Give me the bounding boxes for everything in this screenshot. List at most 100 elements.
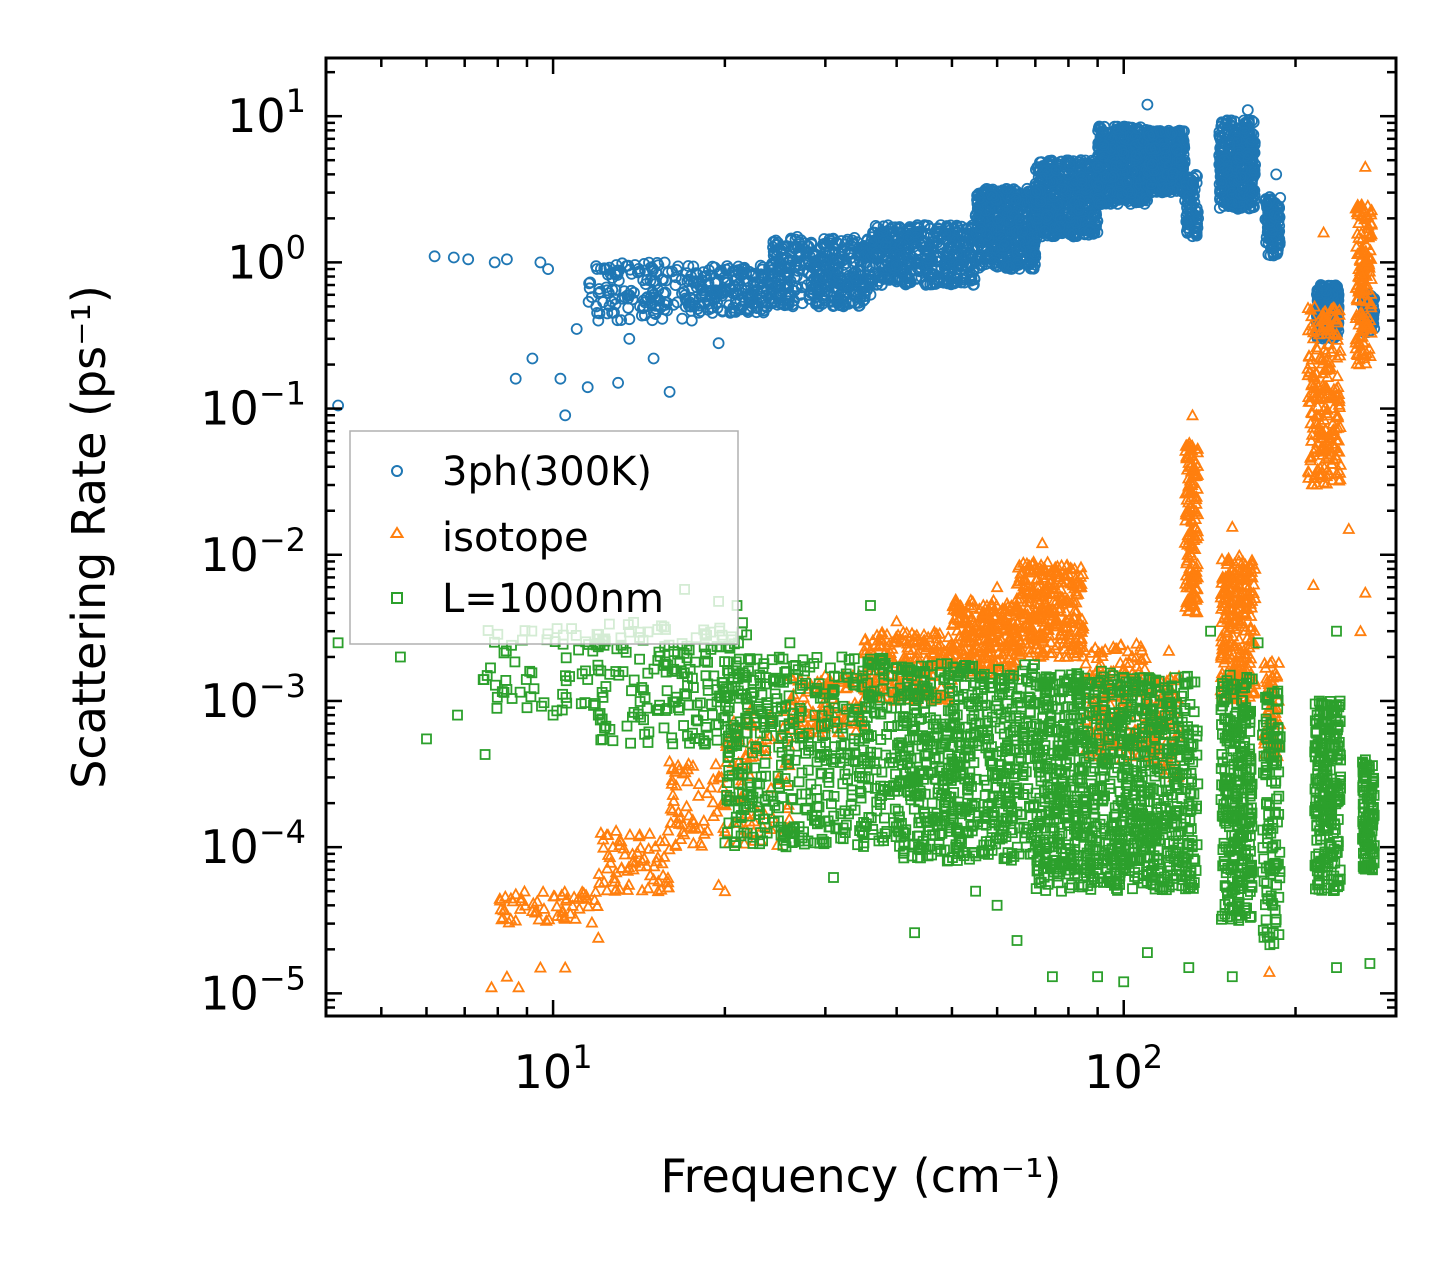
data-point [738, 261, 751, 274]
data-point [768, 245, 781, 258]
data-point [849, 272, 862, 285]
data-point [721, 273, 734, 286]
data-point [806, 280, 818, 293]
data-point [904, 276, 917, 289]
data-point [584, 276, 597, 289]
data-point [777, 251, 790, 264]
data-point [791, 230, 804, 243]
data-point [702, 279, 714, 292]
data-point [730, 287, 743, 300]
data-point [608, 306, 620, 319]
data-point [765, 278, 778, 291]
data-point [872, 250, 885, 263]
data-point [652, 259, 665, 272]
data-point [601, 307, 614, 320]
data-point [667, 298, 680, 311]
data-point [623, 313, 636, 326]
data-point [804, 260, 817, 273]
data-point [909, 258, 922, 271]
data-point [650, 303, 662, 315]
data-markers [332, 98, 1381, 993]
data-point [639, 264, 651, 277]
data-point [951, 273, 964, 286]
data-point [794, 246, 806, 259]
data-point [920, 278, 933, 291]
data-point [896, 241, 909, 254]
data-point [847, 289, 860, 302]
data-point [729, 305, 742, 318]
data-point [854, 286, 867, 299]
data-point [775, 264, 787, 277]
data-point [826, 281, 839, 294]
data-point [622, 292, 634, 305]
data-point [593, 307, 606, 320]
data-point [632, 262, 645, 275]
data-point [594, 285, 607, 298]
data-point [800, 247, 812, 260]
data-point [639, 278, 652, 291]
data-point [819, 253, 832, 266]
data-point [696, 281, 709, 294]
data-point [818, 271, 830, 284]
data-point [709, 287, 722, 299]
data-point [772, 287, 785, 300]
data-point [801, 266, 814, 279]
data-point [838, 298, 851, 311]
data-point [716, 289, 728, 302]
data-point [820, 269, 833, 282]
data-point [795, 234, 807, 247]
data-point [920, 240, 932, 253]
data-point [829, 243, 841, 256]
data-point [882, 257, 894, 270]
data-point [831, 292, 844, 305]
data-point [637, 302, 649, 315]
data-point [609, 284, 622, 296]
data-point [613, 264, 625, 277]
data-point [586, 291, 598, 304]
data-point [646, 262, 659, 275]
data-point [873, 275, 886, 287]
data-point [715, 264, 728, 277]
data-point [769, 234, 782, 247]
data-point [737, 266, 750, 279]
data-point [684, 300, 697, 313]
data-point [750, 301, 763, 314]
data-point [742, 304, 755, 317]
data-point [940, 220, 953, 232]
data-point [871, 278, 884, 291]
data-point [933, 275, 945, 288]
data-point [641, 291, 654, 304]
data-point [911, 256, 924, 269]
data-point [894, 238, 906, 251]
data-point [679, 292, 692, 305]
data-point [891, 222, 904, 235]
data-point [788, 285, 801, 297]
data-point [877, 220, 890, 233]
data-point [926, 269, 939, 282]
data-point [801, 240, 814, 253]
data-point [703, 264, 715, 277]
data-point [879, 240, 892, 253]
data-point [662, 266, 674, 279]
data-point [656, 312, 669, 325]
data-point [812, 259, 825, 272]
data-point [603, 287, 615, 300]
data-point [923, 266, 936, 279]
series-0 [332, 98, 1381, 422]
data-point [835, 235, 848, 247]
data-point [709, 293, 721, 306]
data-point [918, 220, 931, 233]
data-point [834, 299, 847, 312]
data-point [696, 290, 708, 303]
data-point [693, 306, 705, 319]
data-point [745, 291, 758, 304]
data-point [615, 314, 627, 327]
data-point [803, 292, 816, 305]
data-point [658, 256, 671, 269]
data-point [637, 294, 650, 307]
data-point [812, 282, 825, 295]
data-point [960, 259, 972, 272]
data-point [847, 237, 860, 250]
data-point [849, 297, 862, 310]
data-point [810, 295, 823, 308]
